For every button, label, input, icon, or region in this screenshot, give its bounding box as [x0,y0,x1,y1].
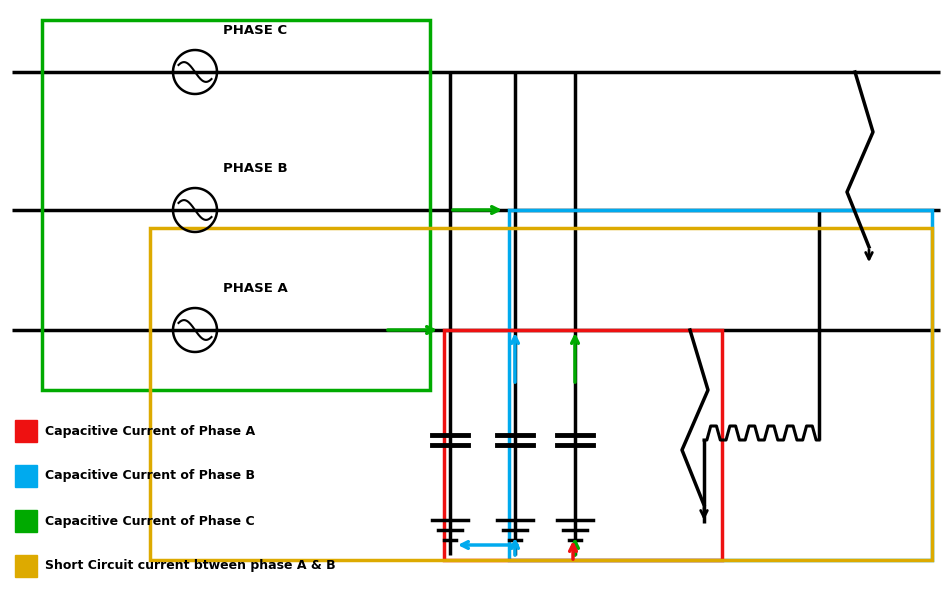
Bar [444,330,722,560]
Text: Capacitive Current of Phase A: Capacitive Current of Phase A [45,425,255,437]
Text: Short Circuit current btween phase A & B: Short Circuit current btween phase A & B [45,559,336,572]
Text: PHASE B: PHASE B [223,161,287,175]
Bar [15,465,37,487]
Bar [15,420,37,442]
Text: PHASE C: PHASE C [223,23,287,37]
Text: PHASE A: PHASE A [223,281,288,295]
Text: Capacitive Current of Phase B: Capacitive Current of Phase B [45,469,255,482]
Bar [15,555,37,577]
Text: Capacitive Current of Phase C: Capacitive Current of Phase C [45,514,255,527]
Bar [150,228,932,560]
Bar [509,210,932,560]
Bar [42,20,430,390]
Bar [15,510,37,532]
